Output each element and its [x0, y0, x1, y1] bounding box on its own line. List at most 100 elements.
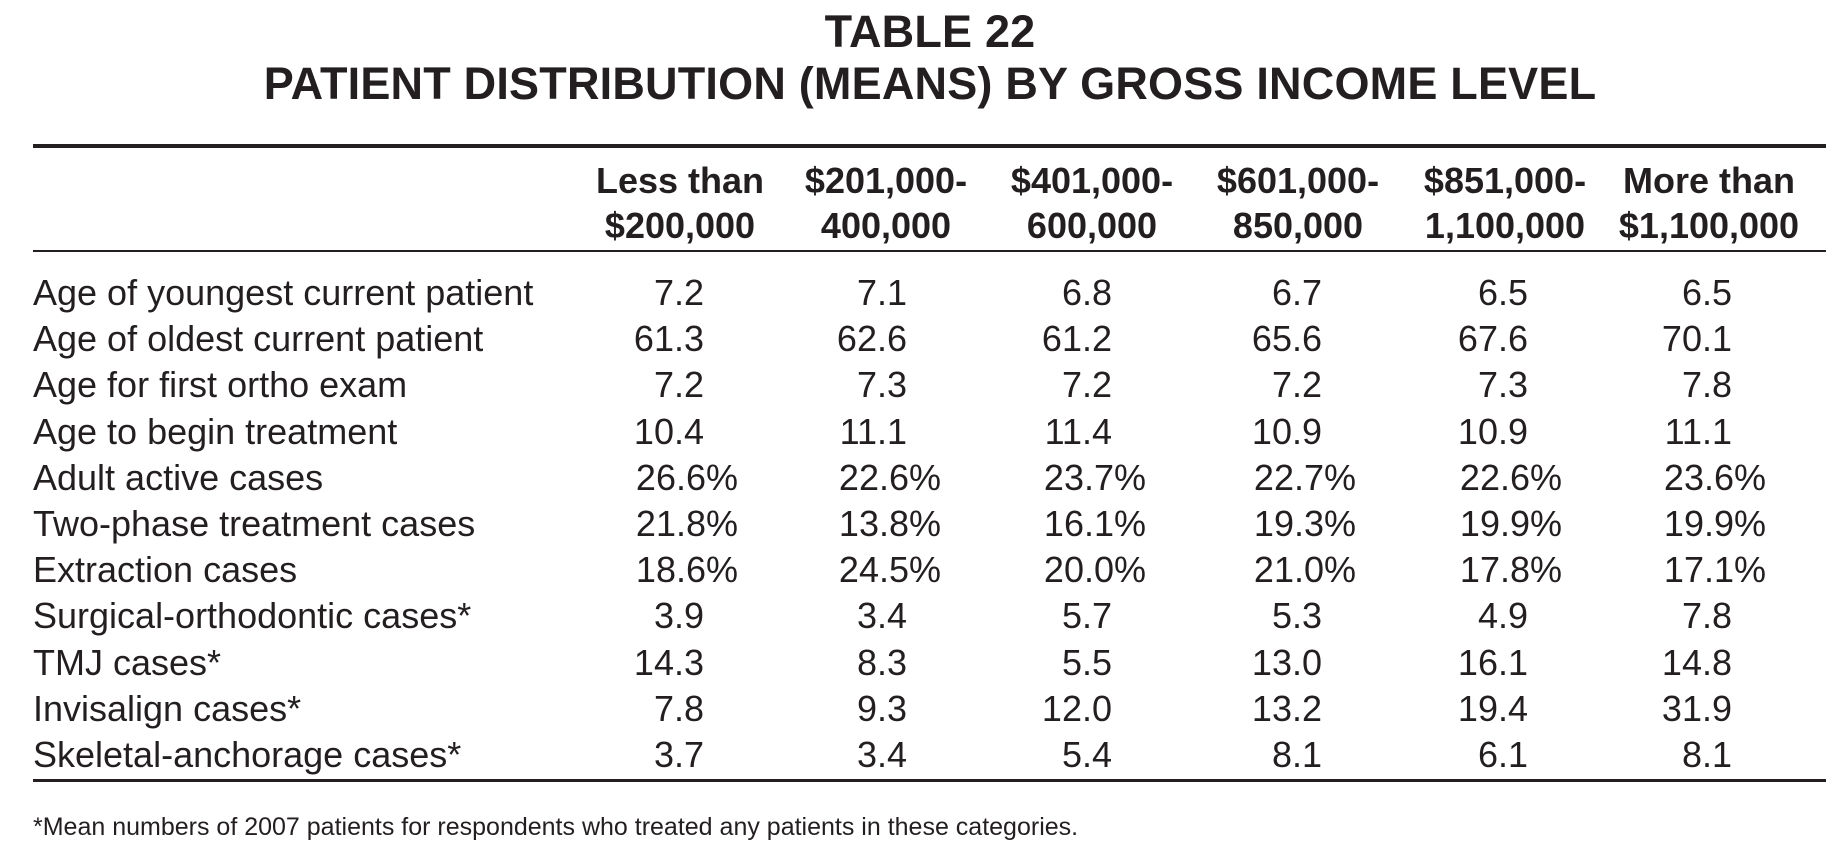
row-label: Two-phase treatment cases	[33, 503, 476, 544]
table-cell: 20.0%	[1043, 549, 1146, 591]
table-cell: 8.1	[1681, 734, 1732, 775]
table-row: Invisalign cases* 7.8 9.3 12.0 13.2 19.4 31.9	[0, 686, 1834, 732]
table-row: Adult active cases 26.6% 22.6% 23.7% 22.7% 22…	[0, 455, 1834, 501]
table-cell: 7.2	[653, 364, 704, 406]
header-rule	[33, 250, 1826, 252]
table-cell: 14.3	[633, 641, 704, 683]
table-cell: 3.7	[653, 734, 704, 775]
table-row: Age of oldest current patient 61.3 62.6 61.…	[0, 316, 1834, 362]
table-cell: 9.3	[856, 687, 907, 729]
table-cell: 65.6	[1251, 318, 1322, 360]
row-label: Extraction cases	[33, 549, 298, 591]
table-cell: 6.8	[1061, 272, 1112, 313]
table-cell: 22.6%	[838, 456, 941, 498]
table-cell: 18.6%	[635, 549, 738, 591]
row-label: Age to begin treatment	[33, 410, 398, 452]
table-cell: 17.1%	[1663, 549, 1766, 591]
table-cell: 23.7%	[1043, 456, 1146, 498]
table-row: TMJ cases* 14.3 8.3 5.5 13.0 16.1 14.8	[0, 640, 1834, 686]
column-header-line: $851,000-	[1423, 160, 1587, 201]
row-label: TMJ cases*	[33, 641, 222, 683]
row-label: Skeletal-anchorage cases*	[33, 734, 462, 775]
footnote: *Mean numbers of 2007 patients for respo…	[33, 813, 1079, 841]
table-cell: 22.7%	[1253, 456, 1356, 498]
top-rule	[33, 144, 1826, 148]
table-cell: 11.1	[1664, 410, 1732, 452]
table-cell: 10.9	[1251, 410, 1322, 452]
table-cell: 16.1	[1457, 641, 1528, 683]
table-cell: 6.1	[1477, 734, 1528, 775]
table-cell: 8.3	[856, 641, 907, 683]
table-cell: 31.9	[1661, 687, 1732, 729]
table-row: Age of youngest current patient 7.2 7.1 6.8…	[0, 270, 1834, 316]
column-header-more-than-1100000: More than $1,100,000	[1614, 158, 1804, 248]
row-label: Age of oldest current patient	[33, 318, 484, 360]
table-row: Age for first ortho exam 7.2 7.3 7.2 7.2 7.3 7…	[0, 362, 1834, 408]
table-cell: 14.8	[1661, 641, 1732, 683]
row-label: Surgical-orthodontic cases*	[33, 595, 472, 637]
table-cell: 13.8%	[838, 503, 941, 544]
table-cell: 7.1	[856, 272, 907, 313]
table-cell: 19.3%	[1253, 503, 1356, 544]
table-cell: 21.8%	[635, 503, 738, 544]
table-cell: 24.5%	[838, 549, 941, 591]
column-header-851000-1100000: $851,000- 1,100,000	[1410, 158, 1600, 248]
column-header-line: $401,000-	[1010, 160, 1174, 201]
table-cell: 7.8	[1681, 364, 1732, 406]
table-cell: 7.8	[1681, 595, 1732, 637]
row-label: Age of youngest current patient	[33, 272, 534, 313]
table-cell: 7.3	[856, 364, 907, 406]
column-header-line: $201,000-	[804, 160, 968, 201]
table-cell: 6.7	[1271, 272, 1322, 313]
table-cell: 16.1%	[1043, 503, 1146, 544]
table-cell: 62.6	[836, 318, 907, 360]
table-cell: 67.6	[1457, 318, 1528, 360]
column-header-line: 850,000	[1232, 205, 1364, 246]
table-cell: 6.5	[1477, 272, 1528, 313]
table-cell: 7.2	[1061, 364, 1112, 406]
column-header-line: 400,000	[820, 205, 952, 246]
table-cell: 21.0%	[1253, 549, 1356, 591]
column-header-line: 1,100,000	[1424, 205, 1586, 246]
table-cell: 70.1	[1661, 318, 1732, 360]
table-cell: 61.3	[633, 318, 704, 360]
column-header-line: More than	[1622, 160, 1795, 201]
row-label: Adult active cases	[33, 456, 324, 498]
table-row: Skeletal-anchorage cases* 3.7 3.4 5.4 8.1 6.1…	[0, 732, 1834, 778]
table-cell: 10.4	[633, 410, 704, 452]
table-cell: 3.9	[653, 595, 704, 637]
table-cell: 5.7	[1061, 595, 1112, 637]
column-header-less-than-200000: Less than $200,000	[585, 158, 775, 248]
table-cell: 3.4	[856, 595, 907, 637]
row-label: Invisalign cases*	[33, 687, 302, 729]
table-row: Surgical-orthodontic cases* 3.9 3.4 5.7 5.3 4…	[0, 593, 1834, 639]
table-title: TABLE 22 PATIENT DISTRIBUTION (MEANS) BY…	[0, 6, 1834, 110]
table-cell: 61.2	[1041, 318, 1112, 360]
table-cell: 17.8%	[1459, 549, 1562, 591]
table-cell: 19.9%	[1459, 503, 1562, 544]
table-cell: 12.0	[1041, 687, 1112, 729]
column-header-line: 600,000	[1026, 205, 1158, 246]
table-cell: 7.2	[1271, 364, 1322, 406]
row-label: Age for first ortho exam	[33, 364, 408, 406]
table-cell: 23.6%	[1663, 456, 1766, 498]
table-cell: 13.2	[1251, 687, 1322, 729]
table-cell: 26.6%	[635, 456, 738, 498]
table-row: Age to begin treatment 10.4 11.1 11.4 10.9 10…	[0, 409, 1834, 455]
table-cell: 5.5	[1061, 641, 1112, 683]
column-header-line: $601,000-	[1216, 160, 1380, 201]
table-row: Two-phase treatment cases 21.8% 13.8% 16.1%…	[0, 501, 1834, 547]
table-cell: 11.1	[839, 410, 907, 452]
table-cell: 4.9	[1477, 595, 1528, 637]
column-header-201000-400000: $201,000- 400,000	[791, 158, 981, 248]
column-header-line: $200,000	[604, 205, 756, 246]
table-cell: 22.6%	[1459, 456, 1562, 498]
table-number: TABLE 22	[824, 6, 1036, 57]
table-cell: 13.0	[1251, 641, 1322, 683]
bottom-rule	[33, 779, 1826, 782]
table-cell: 5.3	[1271, 595, 1322, 637]
table-cell: 3.4	[856, 734, 907, 775]
table-cell: 6.5	[1681, 272, 1732, 313]
table-row: Extraction cases 18.6% 24.5% 20.0% 21.0% 17.8…	[0, 547, 1834, 593]
table-cell: 11.4	[1044, 410, 1112, 452]
